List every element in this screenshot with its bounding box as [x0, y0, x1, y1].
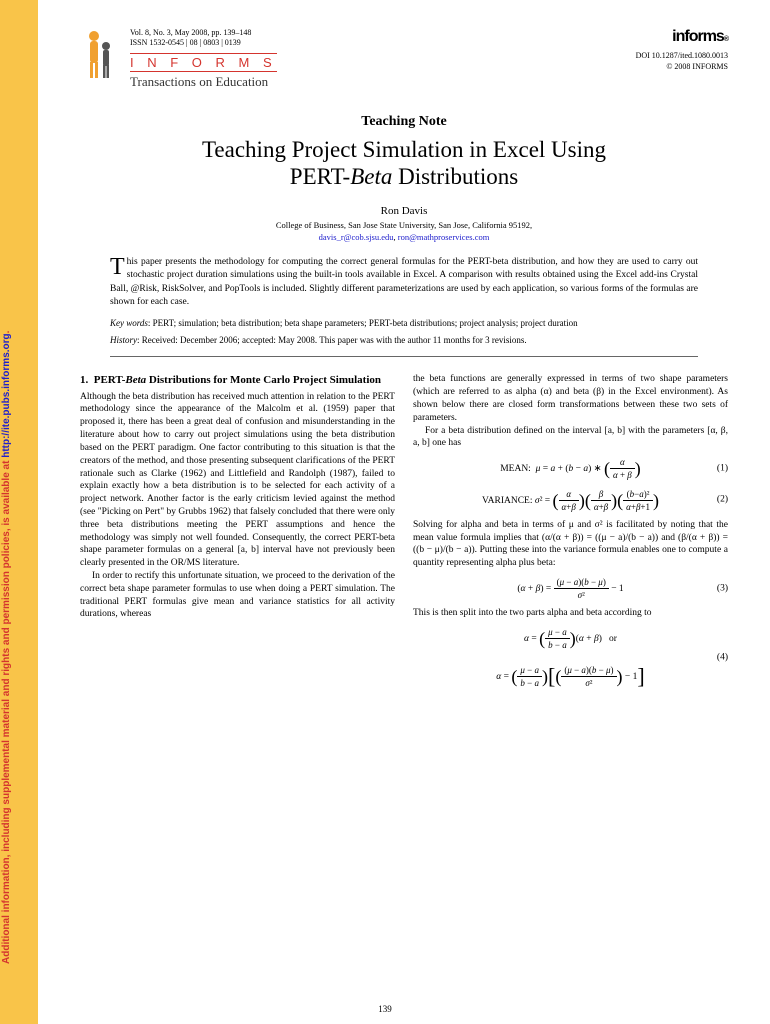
equation-2: VARIANCE: σ² = (αα+β)(βα+β)((b−a)²α+β+1)… — [413, 488, 728, 513]
paragraph: Although the beta distribution has recei… — [80, 391, 395, 570]
paragraph: This is then split into the two parts al… — [413, 607, 728, 620]
email-link-2[interactable]: ron@mathproservices.com — [398, 232, 490, 242]
body-columns: 1. PERT-Beta Distributions for Monte Car… — [80, 373, 728, 695]
sidebar-notice: Additional information, including supple… — [1, 331, 12, 964]
publisher-logo: informs® — [636, 28, 728, 46]
page-number: 139 — [378, 1004, 392, 1014]
column-left: 1. PERT-Beta Distributions for Monte Car… — [80, 373, 395, 695]
journal-name: Transactions on Education — [130, 74, 277, 90]
header-left: Vol. 8, No. 3, May 2008, pp. 139–148 ISS… — [80, 28, 277, 90]
email-link-1[interactable]: davis_r@cob.sjsu.edu — [319, 232, 394, 242]
author-emails: davis_r@cob.sjsu.edu, ron@mathproservice… — [80, 232, 728, 242]
equation-1: MEAN: μ = a + (b − a) ∗ (αα + β) (1) — [413, 456, 728, 481]
citation-block: Vol. 8, No. 3, May 2008, pp. 139–148 ISS… — [130, 28, 277, 49]
section-heading: 1. PERT-Beta Distributions for Monte Car… — [80, 373, 395, 387]
author-affiliation: College of Business, San Jose State Univ… — [80, 220, 728, 230]
paragraph: For a beta distribution defined on the i… — [413, 425, 728, 451]
eq-number: (4) — [717, 651, 728, 664]
doi-block: DOI 10.1287/ited.1080.0013 © 2008 INFORM… — [636, 50, 728, 72]
header-right: informs® DOI 10.1287/ited.1080.0013 © 20… — [636, 28, 728, 72]
sidebar-link[interactable]: http://ite.pubs.informs.org — [1, 333, 12, 457]
paragraph: the beta functions are generally express… — [413, 373, 728, 424]
page-header: Vol. 8, No. 3, May 2008, pp. 139–148 ISS… — [80, 28, 728, 90]
article-type: Teaching Note — [80, 114, 728, 130]
dropcap: T — [110, 256, 127, 279]
keywords: Key words: PERT; simulation; beta distri… — [110, 317, 698, 330]
informs-wordmark: I N F O R M S — [130, 53, 277, 72]
equation-3: (α + β) = (μ − a)(b − μ)σ² − 1 (3) — [413, 576, 728, 601]
equation-4: α = (μ − ab − a)(α + β) or α = (μ − ab −… — [413, 626, 728, 689]
divider — [110, 356, 698, 357]
history: History: Received: December 2006; accept… — [110, 334, 698, 347]
abstract: This paper presents the methodology for … — [110, 256, 698, 309]
eq-number: (1) — [717, 462, 728, 475]
paragraph: Solving for alpha and beta in terms of μ… — [413, 519, 728, 570]
article-title: Teaching Project Simulation in Excel Usi… — [80, 136, 728, 191]
page-content: Vol. 8, No. 3, May 2008, pp. 139–148 ISS… — [38, 0, 770, 716]
column-right: the beta functions are generally express… — [413, 373, 728, 695]
journal-logo-icon — [80, 28, 120, 88]
paragraph: In order to rectify this unfortunate sit… — [80, 570, 395, 621]
eq-number: (2) — [717, 494, 728, 507]
author-name: Ron Davis — [80, 205, 728, 217]
sidebar-band: Additional information, including supple… — [0, 0, 38, 1024]
eq-number: (3) — [717, 582, 728, 595]
